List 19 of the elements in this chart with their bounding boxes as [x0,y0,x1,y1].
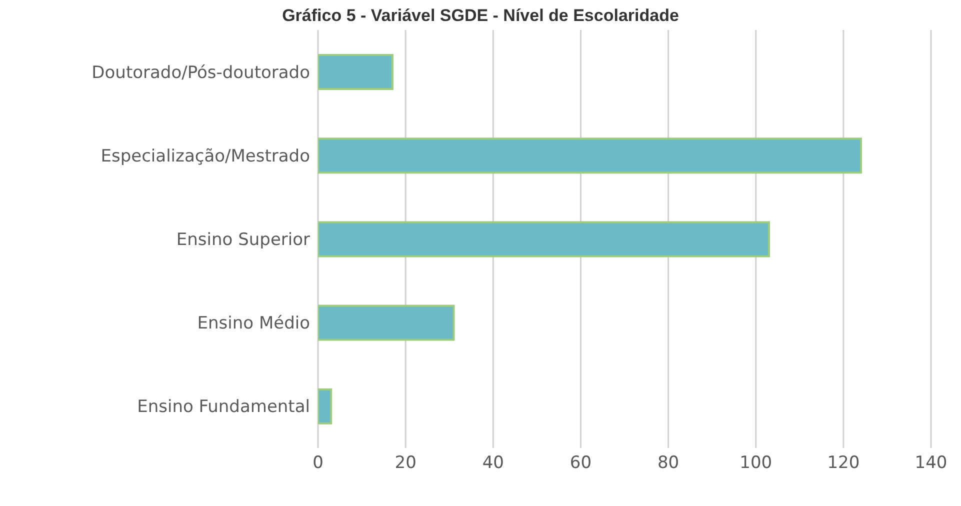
bar [318,304,455,341]
bar [318,138,862,174]
bar [318,54,394,90]
x-tick-label: 100 [740,453,772,474]
x-tick-label: 140 [914,453,948,474]
y-tick-label: Ensino Fundamental [137,397,310,418]
x-tick-label: 80 [657,453,680,474]
x-tick-label: 0 [312,453,324,474]
chart-title: Gráfico 5 - Variável SGDE - Nível de Escolaridade [281,6,680,26]
x-tick-label: 40 [482,453,504,474]
bar [318,221,770,258]
x-tick-label: 20 [394,453,416,474]
x-tick-label: 120 [827,453,860,474]
y-tick-label: Especialização/Mestrado [100,146,310,166]
y-tick-label: Doutorado/Pós-doutorado [92,62,310,83]
x-tick-label: 60 [570,453,592,474]
y-tick-label: Ensino Médio [197,314,310,334]
bar [318,388,332,424]
y-tick-label: Ensino Superior [176,230,310,250]
